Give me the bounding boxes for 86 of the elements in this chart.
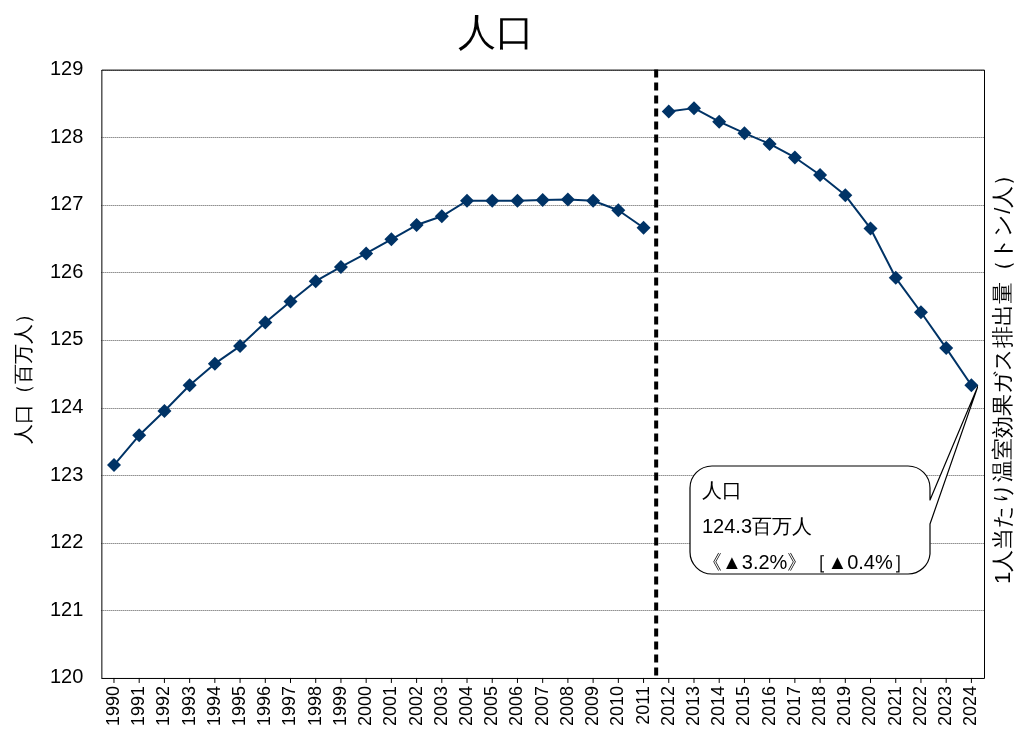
point: [182, 378, 197, 393]
point: [863, 221, 878, 236]
point: [787, 150, 802, 165]
y-axis-title: 人口（百万人）: [11, 303, 34, 444]
x-tick-label: 1991: [128, 685, 149, 726]
x-tick-label: 1992: [153, 685, 174, 726]
point: [207, 356, 222, 371]
point: [258, 315, 273, 330]
x-tick-label: 2001: [380, 685, 401, 726]
chart-title: 人口: [458, 11, 534, 54]
y-tick-label: 129: [49, 57, 84, 80]
point: [737, 126, 752, 141]
y-tick-label: 126: [49, 259, 84, 282]
point: [283, 294, 298, 309]
x-tick-label: 2006: [506, 685, 527, 726]
x-tick-label: 2012: [657, 685, 678, 726]
x-tick-label: 1993: [178, 685, 199, 726]
x-tick-label: 2020: [859, 685, 880, 726]
point: [611, 203, 626, 218]
annotation: 124.3百万人: [702, 514, 813, 538]
x-tick-label: 1990: [102, 685, 123, 726]
point: [939, 341, 954, 356]
annotation: 《▲3.2%》［▲0.4%］: [702, 550, 913, 574]
y-tick-label: 127: [49, 192, 84, 215]
x-tick-label: 1997: [279, 685, 300, 726]
x-tick-label: 2023: [935, 685, 956, 726]
point: [888, 270, 903, 285]
point: [233, 339, 248, 354]
point: [434, 209, 449, 224]
x-tick-label: 2011: [632, 685, 653, 725]
point: [686, 101, 701, 116]
x-tick-label: 2010: [607, 685, 628, 726]
x-tick-label: 1995: [229, 685, 250, 726]
x-tick-label: 2000: [355, 685, 376, 726]
x-tick-label: 1994: [203, 685, 224, 726]
x-tick-label: 2007: [531, 685, 552, 726]
point: [510, 193, 525, 208]
point: [308, 274, 323, 289]
y-tick-label: 121: [49, 597, 84, 620]
x-tick-label: 2009: [582, 685, 603, 726]
point: [913, 305, 928, 320]
x-tick-label: 2005: [481, 685, 502, 726]
point: [106, 458, 121, 473]
x-tick-label: 2013: [682, 685, 703, 726]
x-tick-label: 2024: [960, 685, 981, 726]
point: [460, 193, 475, 208]
x-tick-label: 2021: [884, 685, 905, 726]
y-tick-label: 122: [49, 530, 84, 553]
point: [132, 428, 147, 443]
point: [560, 192, 575, 207]
x-tick-label: 1998: [304, 685, 325, 726]
x-tick-label: 2015: [733, 685, 754, 726]
x-tick-label: 2019: [834, 685, 855, 726]
y-tick-label: 120: [49, 665, 84, 688]
x-tick-label: 2003: [430, 685, 451, 726]
x-tick-label: 2002: [405, 685, 426, 726]
annotation: 人口: [702, 478, 742, 502]
point: [661, 104, 676, 119]
point: [813, 168, 828, 183]
y-tick-label: 124: [49, 395, 84, 418]
x-tick-label: 2016: [758, 685, 779, 726]
x-tick-label: 2022: [909, 685, 930, 726]
x-tick-label: 2018: [809, 685, 830, 726]
y-tick-label: 125: [49, 327, 84, 350]
y-tick-label: 123: [49, 462, 84, 485]
point: [535, 193, 550, 208]
point: [333, 259, 348, 274]
point: [359, 246, 374, 261]
point: [485, 193, 500, 208]
point: [964, 378, 979, 393]
x-tick-label: 1999: [329, 685, 350, 726]
point: [586, 193, 601, 208]
x-tick-label: 1996: [254, 685, 275, 726]
point: [838, 188, 853, 203]
point: [636, 220, 651, 235]
point: [157, 403, 172, 418]
point: [409, 218, 424, 233]
x-tick-label: 2017: [783, 685, 804, 726]
y-tick-label: 128: [49, 124, 84, 147]
point: [712, 114, 727, 129]
point: [762, 136, 777, 151]
point: [384, 232, 399, 247]
x-tick-label: 2008: [556, 685, 577, 726]
y2-axis-title: 1人当たり温室効果ガス排出量（トン/人）: [990, 163, 1016, 584]
x-tick-label: 2004: [456, 685, 476, 726]
x-tick-label: 2014: [708, 685, 729, 726]
